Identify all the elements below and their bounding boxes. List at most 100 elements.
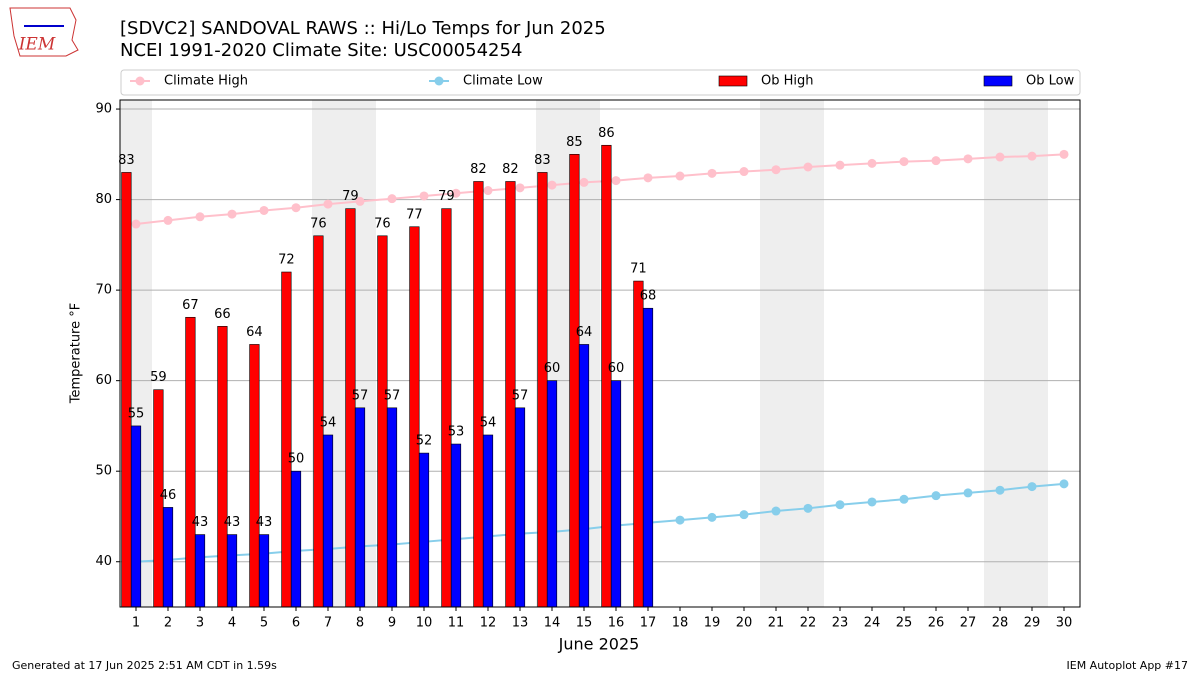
x-tick-label: 18 [672,616,689,631]
x-tick-label: 8 [356,616,364,631]
bar-value-label: 76 [374,216,391,231]
x-tick-label: 28 [992,616,1009,631]
bar-value-label: 55 [128,406,145,421]
line-point [1059,479,1069,489]
bar [514,407,526,608]
line-point [1027,151,1037,161]
line-point [931,156,941,166]
bar-value-label: 83 [534,153,551,168]
bar-value-label: 82 [502,162,519,177]
line-point [835,500,845,510]
chart-title: [SDVC2] SANDOVAL RAWS :: Hi/Lo Temps for… [120,18,606,39]
x-tick-label: 22 [800,616,817,631]
line-point [259,205,269,215]
line-point [291,203,301,213]
y-tick-label: 50 [95,464,112,479]
bar [258,534,270,608]
bar-value-label: 64 [576,325,593,340]
line-point [611,176,621,186]
line-point [899,494,909,504]
bar [610,380,622,608]
line-point [675,515,685,525]
x-tick-label: 9 [388,616,396,631]
x-tick-label: 4 [228,616,236,631]
line-point [963,488,973,498]
line-point [707,512,717,522]
bar [633,280,644,608]
legend-label: Ob Low [1026,74,1075,89]
bar [386,407,398,608]
line-point [227,209,237,219]
y-tick-label: 40 [95,554,112,569]
x-tick-label: 26 [928,616,945,631]
line-point [675,171,685,181]
bar-value-label: 79 [438,189,455,204]
bar-value-label: 86 [598,126,615,141]
bar [249,344,260,608]
x-tick-label: 30 [1056,616,1073,631]
bar [537,172,548,608]
bar-value-label: 76 [310,216,327,231]
bar-value-label: 82 [470,162,487,177]
y-axis-label: Temperature °F [69,303,84,404]
line-point [899,157,909,167]
bar [281,271,292,608]
x-tick-label: 13 [512,616,529,631]
line-point [963,154,973,164]
logo: IEM [9,7,79,57]
bar [473,181,484,608]
bar [569,154,580,608]
legend-marker [434,76,444,86]
bar [418,452,430,608]
footer-right: IEM Autoplot App #17 [1067,659,1189,672]
y-tick-label: 60 [95,373,112,388]
chart-subtitle: NCEI 1991-2020 Climate Site: USC00054254 [120,40,522,61]
bar [642,307,654,608]
bar-value-label: 68 [640,289,657,304]
line-point [579,177,589,187]
x-tick-label: 15 [576,616,593,631]
plot-frame [119,99,1081,608]
line-point [995,485,1005,495]
bar [194,534,206,608]
legend-label: Ob High [761,74,814,89]
x-tick-label: 27 [960,616,977,631]
bar [226,534,238,608]
line-point [323,199,333,209]
line-point [803,162,813,172]
x-tick-label: 7 [324,616,332,631]
bar-value-label: 43 [256,515,273,530]
line-point [867,497,877,507]
y-tick-label: 90 [95,102,112,117]
logo-outline [9,7,79,57]
bar-value-label: 54 [480,415,497,430]
bar-value-label: 67 [182,298,199,313]
bar [130,425,142,608]
x-tick-label: 17 [640,616,657,631]
bar-value-label: 43 [192,515,209,530]
bar [578,344,590,608]
x-tick-label: 6 [292,616,300,631]
x-tick-label: 2 [164,616,172,631]
legend-box [120,69,1081,96]
line-point [771,165,781,175]
x-tick-label: 11 [448,616,465,631]
footer-left: Generated at 17 Jun 2025 2:51 AM CDT in … [12,659,277,672]
x-tick-label: 10 [416,616,433,631]
line-point [739,167,749,177]
y-tick-label: 70 [95,283,112,298]
line-point [739,510,749,520]
line-point [483,186,493,196]
x-tick-label: 19 [704,616,721,631]
x-tick-label: 5 [260,616,268,631]
bar-value-label: 64 [246,325,263,340]
bar-value-label: 77 [406,207,423,222]
x-tick-label: 25 [896,616,913,631]
bar [121,172,132,608]
bar [162,507,174,608]
x-tick-label: 23 [832,616,849,631]
bar-value-label: 53 [448,425,465,440]
bar-value-label: 60 [544,361,561,376]
line-point [707,168,717,178]
